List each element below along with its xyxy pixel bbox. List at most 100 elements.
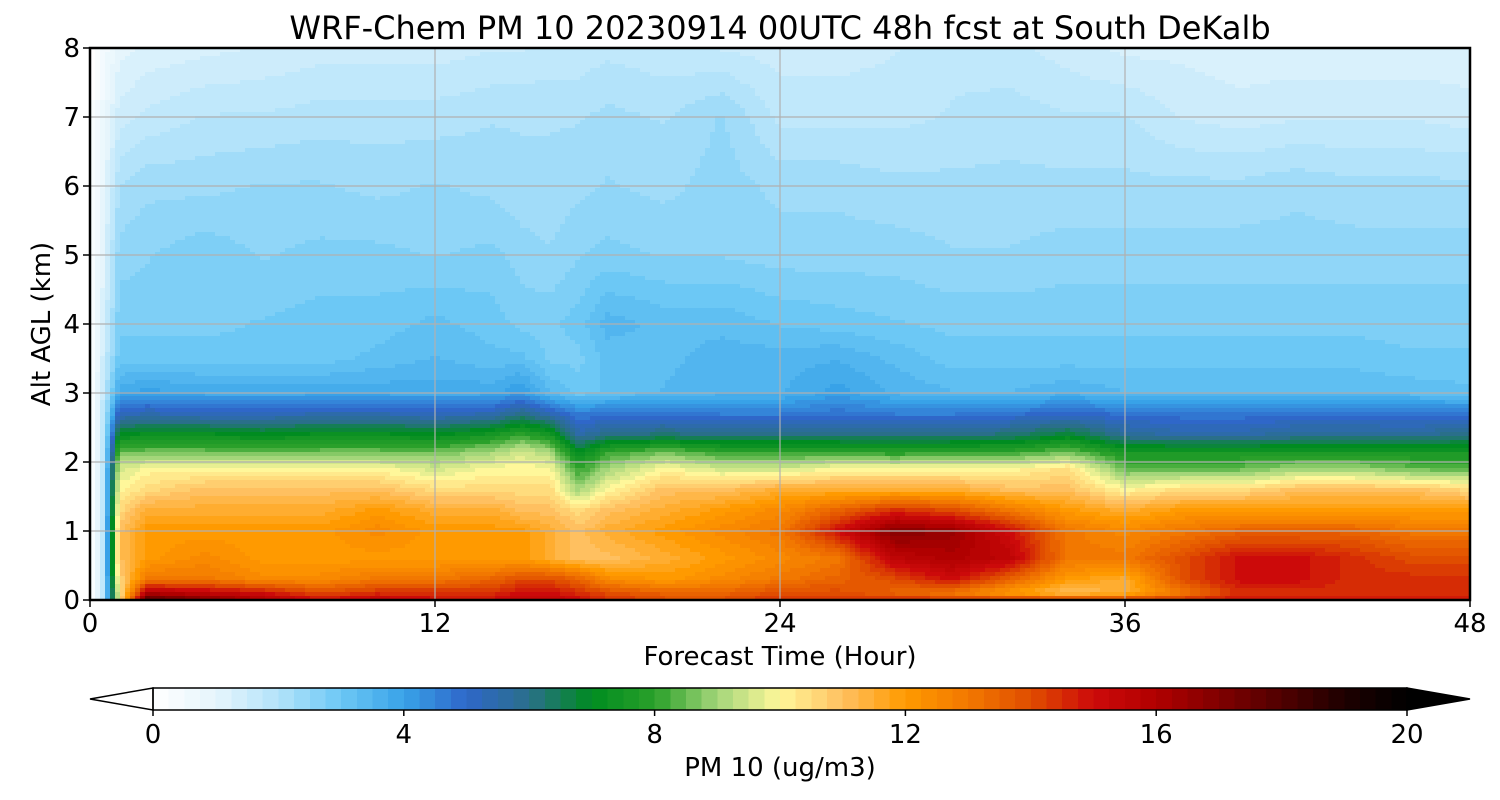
field-cell: [740, 68, 746, 73]
field-cell: [730, 68, 736, 73]
field-cell: [195, 84, 201, 89]
field-cell: [1130, 72, 1136, 77]
field-cell: [640, 72, 646, 77]
field-cell: [725, 68, 731, 73]
field-cell: [935, 72, 941, 77]
field-cell: [480, 60, 486, 65]
field-cell: [420, 52, 426, 57]
field-cell: [1160, 76, 1166, 81]
field-cell: [940, 64, 946, 69]
field-cell: [135, 80, 141, 85]
field-cell: [370, 68, 376, 73]
field-cell: [195, 56, 201, 61]
field-cell: [720, 84, 726, 89]
field-cell: [305, 84, 311, 89]
field-cell: [1215, 76, 1221, 81]
field-cell: [605, 68, 611, 73]
field-cell: [560, 64, 566, 69]
field-cell: [1075, 64, 1081, 69]
field-cell: [1100, 80, 1106, 85]
field-cell: [1015, 60, 1021, 65]
field-cell: [190, 88, 196, 93]
field-cell: [505, 64, 511, 69]
field-cell: [735, 76, 741, 81]
field-cell: [800, 80, 806, 85]
field-cell: [1045, 56, 1051, 61]
field-cell: [1320, 84, 1326, 89]
field-cell: [615, 56, 621, 61]
field-cell: [1420, 80, 1426, 85]
field-cell: [860, 72, 866, 77]
field-cell: [1060, 76, 1066, 81]
field-cell: [280, 64, 286, 69]
field-cell: [480, 80, 486, 85]
field-cell: [405, 80, 411, 85]
field-cell: [410, 56, 416, 61]
field-cell: [355, 60, 361, 65]
field-cell: [610, 80, 616, 85]
field-cell: [1195, 80, 1201, 85]
field-cell: [105, 72, 111, 77]
field-cell: [95, 52, 101, 57]
field-cell: [575, 52, 581, 57]
field-cell: [760, 80, 766, 85]
field-cell: [1230, 76, 1236, 81]
field-cell: [925, 52, 931, 57]
field-cell: [230, 64, 236, 69]
field-cell: [1115, 76, 1121, 81]
field-cell: [1380, 56, 1386, 61]
field-cell: [470, 84, 476, 89]
field-cell: [1005, 80, 1011, 85]
field-cell: [1415, 68, 1421, 73]
field-cell: [410, 52, 416, 57]
field-cell: [160, 68, 166, 73]
field-cell: [215, 84, 221, 89]
field-cell: [1100, 56, 1106, 61]
field-cell: [650, 56, 656, 61]
field-cell: [1355, 76, 1361, 81]
field-cell: [985, 80, 991, 85]
field-cell: [1020, 72, 1026, 77]
field-cell: [975, 84, 981, 89]
field-cell: [630, 72, 636, 77]
field-cell: [500, 84, 506, 89]
field-cell: [255, 88, 261, 93]
field-cell: [315, 52, 321, 57]
field-cell: [1425, 60, 1431, 65]
field-cell: [180, 84, 186, 89]
field-cell: [95, 80, 101, 85]
field-cell: [1085, 80, 1091, 85]
field-cell: [585, 60, 591, 65]
field-cell: [780, 80, 786, 85]
field-cell: [725, 56, 731, 61]
field-cell: [1390, 80, 1396, 85]
field-cell: [160, 84, 166, 89]
field-cell: [1270, 52, 1276, 57]
field-cell: [500, 60, 506, 65]
field-cell: [1200, 72, 1206, 77]
field-cell: [630, 68, 636, 73]
field-cell: [700, 76, 706, 81]
field-cell: [155, 76, 161, 81]
field-cell: [915, 52, 921, 57]
field-cell: [1415, 76, 1421, 81]
field-cell: [275, 72, 281, 77]
field-cell: [530, 80, 536, 85]
field-cell: [345, 64, 351, 69]
field-cell: [1045, 72, 1051, 77]
field-cell: [1405, 68, 1411, 73]
field-cell: [1055, 72, 1061, 77]
field-cell: [1180, 60, 1186, 65]
field-cell: [205, 76, 211, 81]
field-cell: [350, 72, 356, 77]
field-cell: [1095, 80, 1101, 85]
field-cell: [310, 64, 316, 69]
field-cell: [750, 60, 756, 65]
field-cell: [440, 80, 446, 85]
field-cell: [1145, 84, 1151, 89]
field-cell: [1060, 84, 1066, 89]
field-cell: [520, 72, 526, 77]
field-cell: [1460, 64, 1466, 69]
field-cell: [870, 68, 876, 73]
field-cell: [160, 80, 166, 85]
